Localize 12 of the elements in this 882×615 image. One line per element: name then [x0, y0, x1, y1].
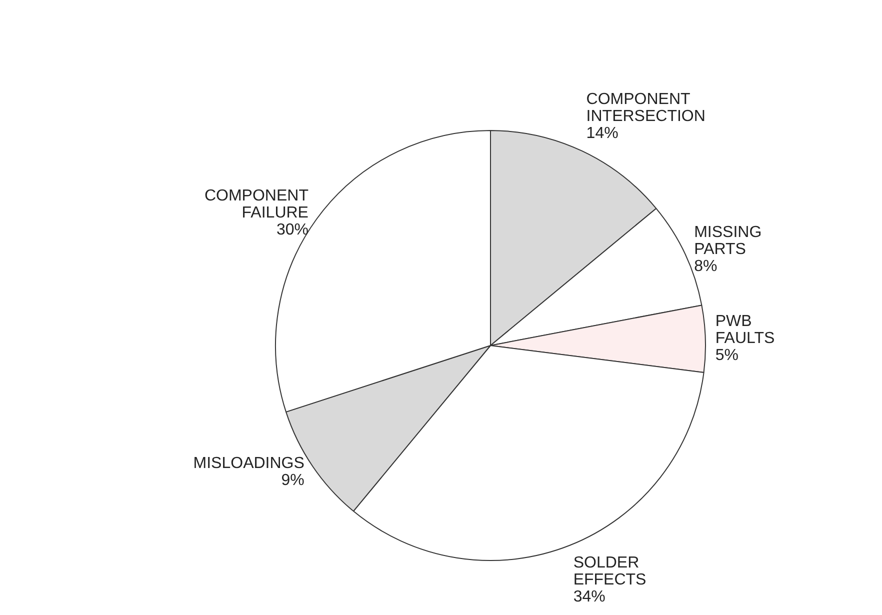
data-label: 9%	[281, 472, 304, 489]
slice-label: COMPONENT FAILURE	[204, 188, 309, 222]
slice-label: SOLDER EFFECTS	[573, 554, 646, 589]
slice-label: MISLOADINGS	[193, 454, 304, 472]
slice-label: MISSING PARTS	[694, 224, 762, 258]
slice-label: COMPONENT INTERSECTION	[586, 90, 706, 125]
data-label: 34%	[573, 588, 606, 606]
slice-label: PWB FAULTS	[715, 312, 775, 347]
data-label: 8%	[694, 258, 718, 276]
data-label: 14%	[586, 124, 618, 142]
data-label: 30%	[276, 222, 308, 239]
data-label: 5%	[715, 346, 739, 364]
